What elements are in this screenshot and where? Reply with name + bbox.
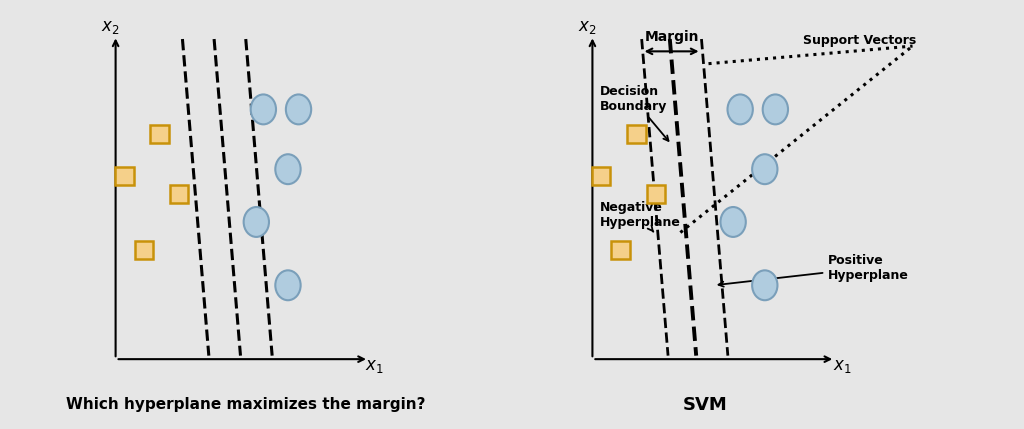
Text: SVM: SVM xyxy=(683,396,727,414)
Ellipse shape xyxy=(763,94,788,124)
Bar xyxy=(646,184,665,203)
Ellipse shape xyxy=(275,270,301,300)
Text: Negative
Hyperplane: Negative Hyperplane xyxy=(599,201,680,232)
Text: $x_2$: $x_2$ xyxy=(578,18,596,36)
Ellipse shape xyxy=(251,94,276,124)
Text: Decision
Boundary: Decision Boundary xyxy=(599,85,669,141)
Text: Which hyperplane maximizes the margin?: Which hyperplane maximizes the margin? xyxy=(66,397,426,412)
Ellipse shape xyxy=(727,94,753,124)
Text: Margin: Margin xyxy=(644,30,698,44)
Bar xyxy=(170,184,188,203)
Bar xyxy=(134,241,153,259)
Bar xyxy=(611,241,630,259)
Text: $x_1$: $x_1$ xyxy=(833,357,852,375)
Ellipse shape xyxy=(753,270,777,300)
Ellipse shape xyxy=(286,94,311,124)
Bar xyxy=(628,125,645,143)
Ellipse shape xyxy=(721,207,745,237)
Bar xyxy=(592,167,610,185)
Ellipse shape xyxy=(275,154,301,184)
Ellipse shape xyxy=(753,154,777,184)
Bar xyxy=(116,167,133,185)
Text: Positive
Hyperplane: Positive Hyperplane xyxy=(719,254,909,287)
Text: $x_2$: $x_2$ xyxy=(101,18,120,36)
Ellipse shape xyxy=(244,207,269,237)
Bar xyxy=(151,125,169,143)
Text: $x_1$: $x_1$ xyxy=(365,357,383,375)
Text: Support Vectors: Support Vectors xyxy=(803,34,916,47)
